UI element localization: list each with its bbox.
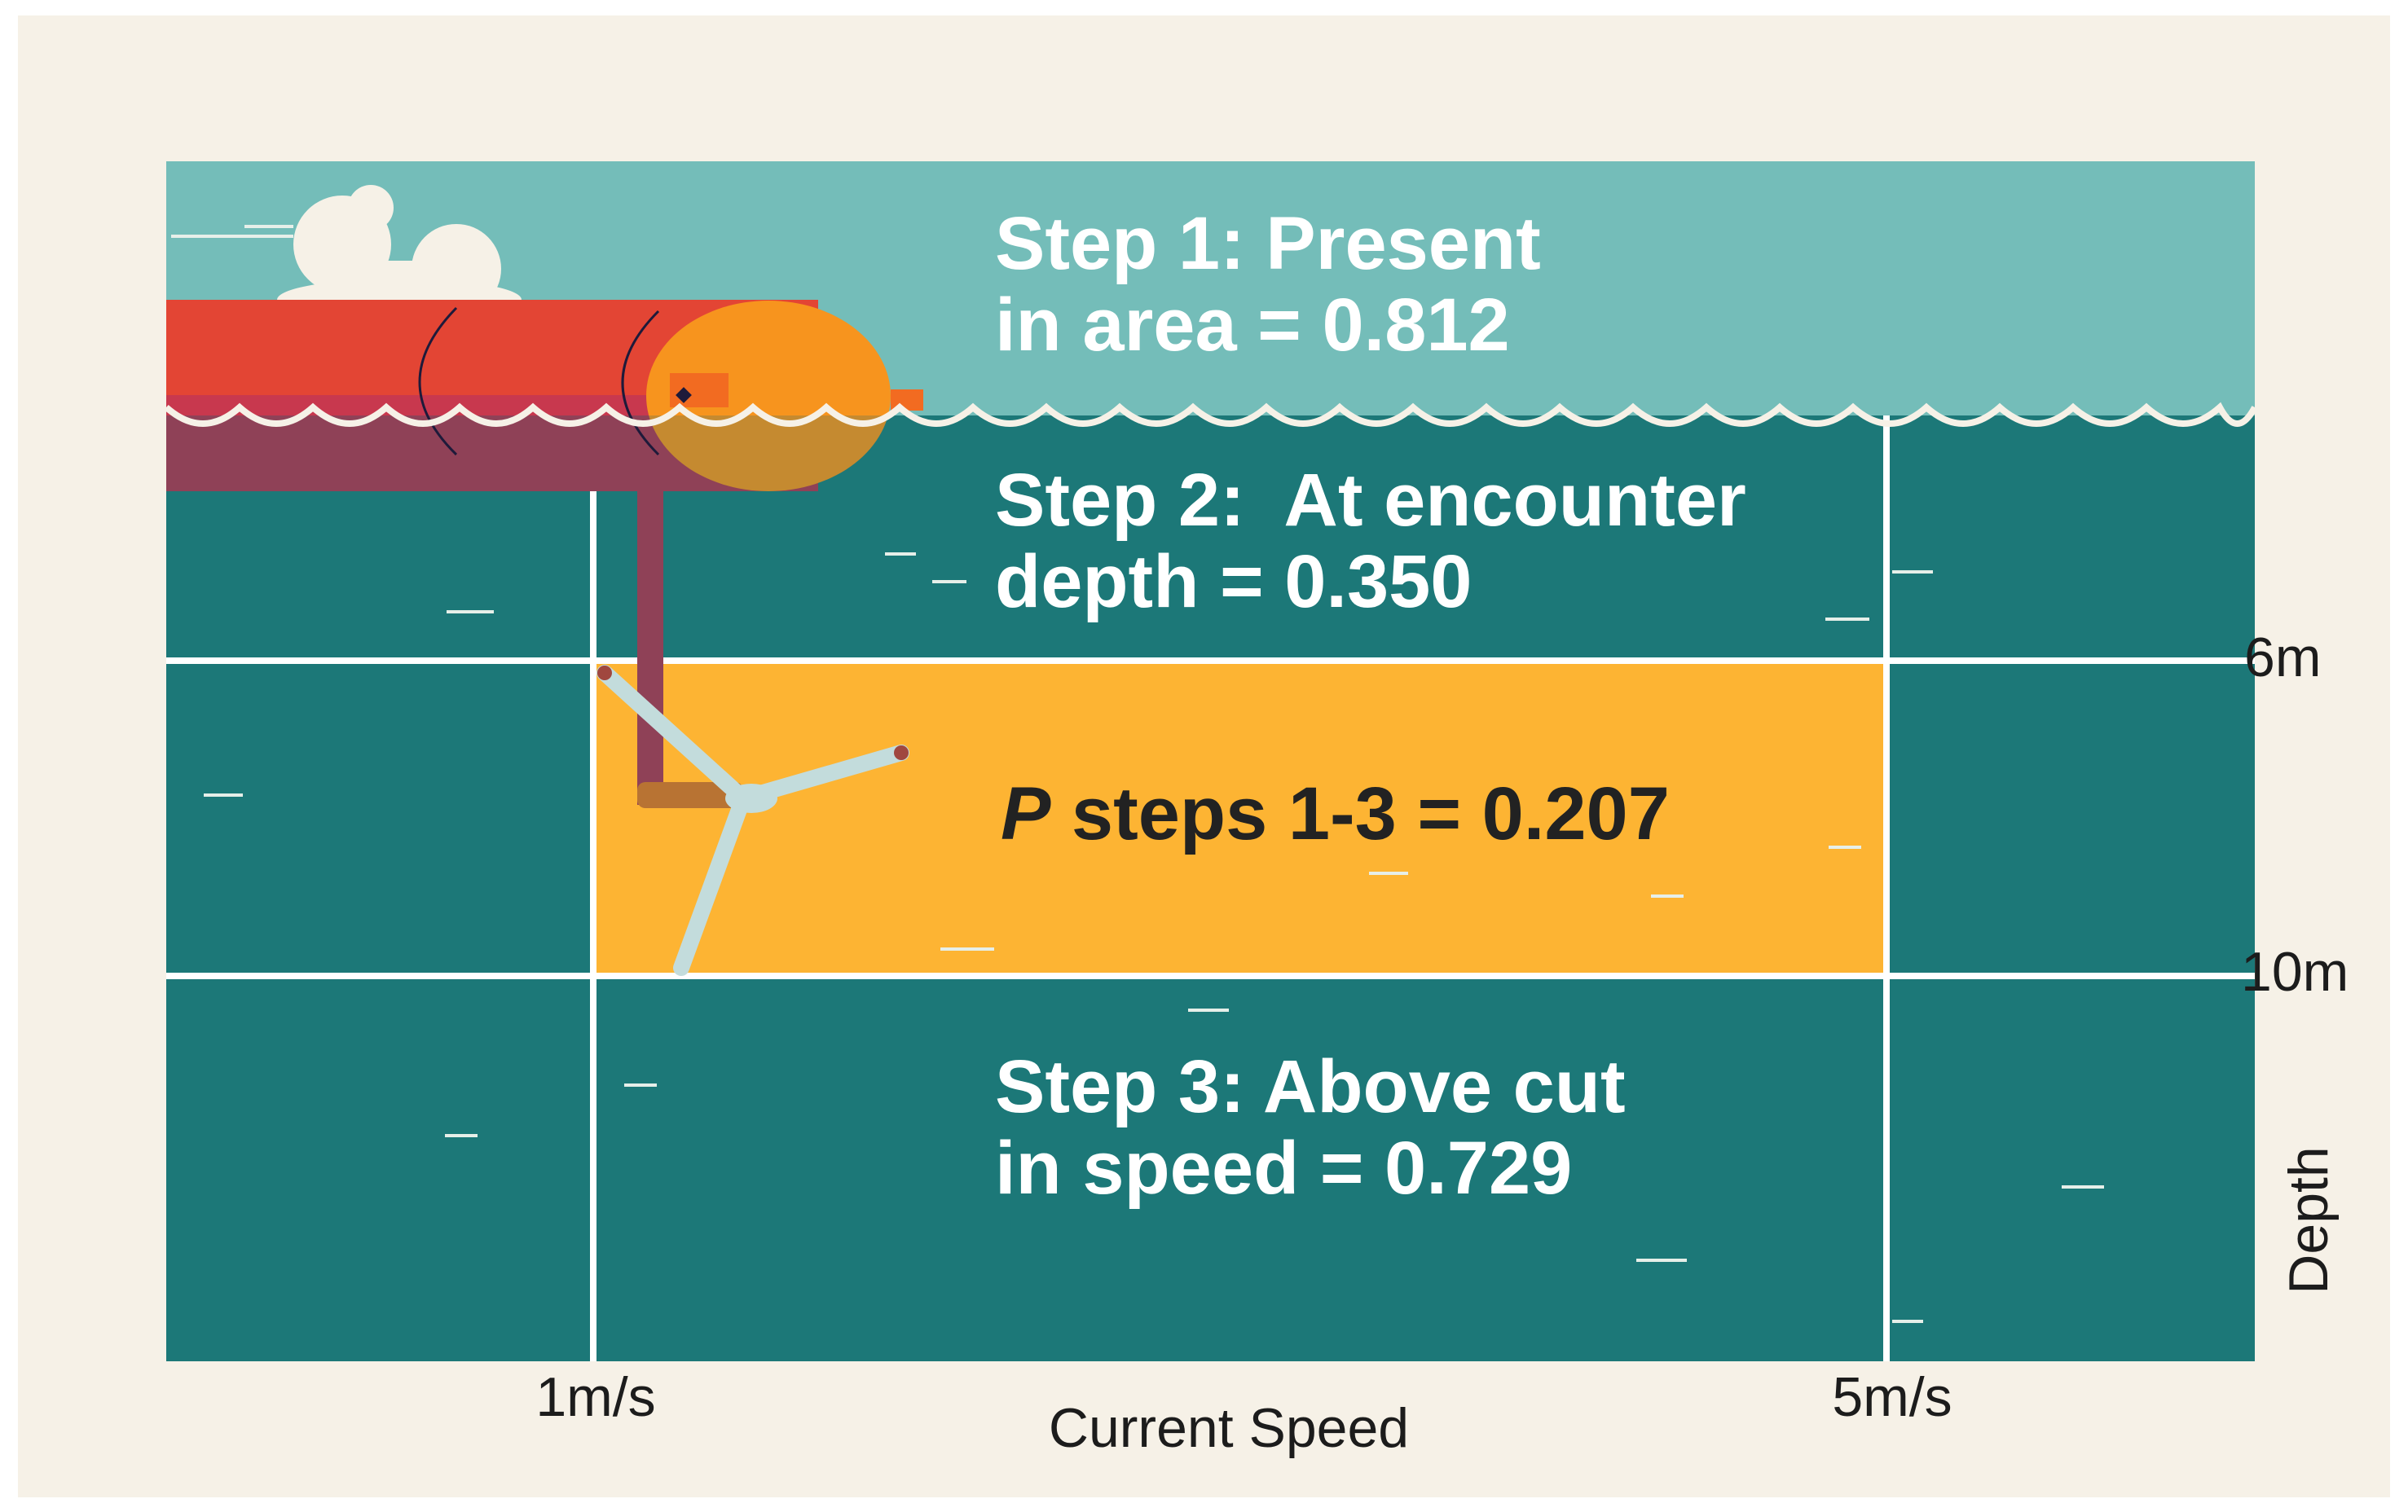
step1-line2: in area = 0.812 — [995, 284, 1510, 367]
step2-line2: depth = 0.350 — [995, 540, 1472, 623]
y-tick-10m: 10m — [2241, 941, 2349, 1003]
grid-lines — [166, 415, 2255, 1361]
turbine-icon — [596, 491, 909, 976]
step3-line2: in speed = 0.729 — [995, 1127, 1572, 1210]
x-axis-label: Current Speed — [1049, 1397, 1409, 1459]
water-ripples — [204, 552, 2104, 1323]
y-axis-label: Depth — [2278, 1146, 2340, 1294]
combined-probability: P steps 1-3 = 0.207 — [1001, 772, 1670, 855]
combined-probability-value: steps 1-3 = 0.207 — [1050, 772, 1670, 855]
step3-line1: Step 3: Above cut — [995, 1045, 1626, 1128]
step2-line1: Step 2: At encounter — [995, 459, 1746, 542]
encounter-zone-highlight — [593, 661, 1886, 976]
x-tick-5ms: 5m/s — [1832, 1366, 1952, 1428]
wave-line — [164, 402, 2258, 427]
probability-symbol: P — [1001, 772, 1051, 855]
wind-lines — [171, 225, 293, 238]
y-tick-6m: 6m — [2244, 626, 2321, 688]
x-tick-1ms: 1m/s — [535, 1366, 655, 1428]
step1-line1: Step 1: Present — [995, 202, 1541, 285]
floating-platform — [166, 300, 923, 491]
